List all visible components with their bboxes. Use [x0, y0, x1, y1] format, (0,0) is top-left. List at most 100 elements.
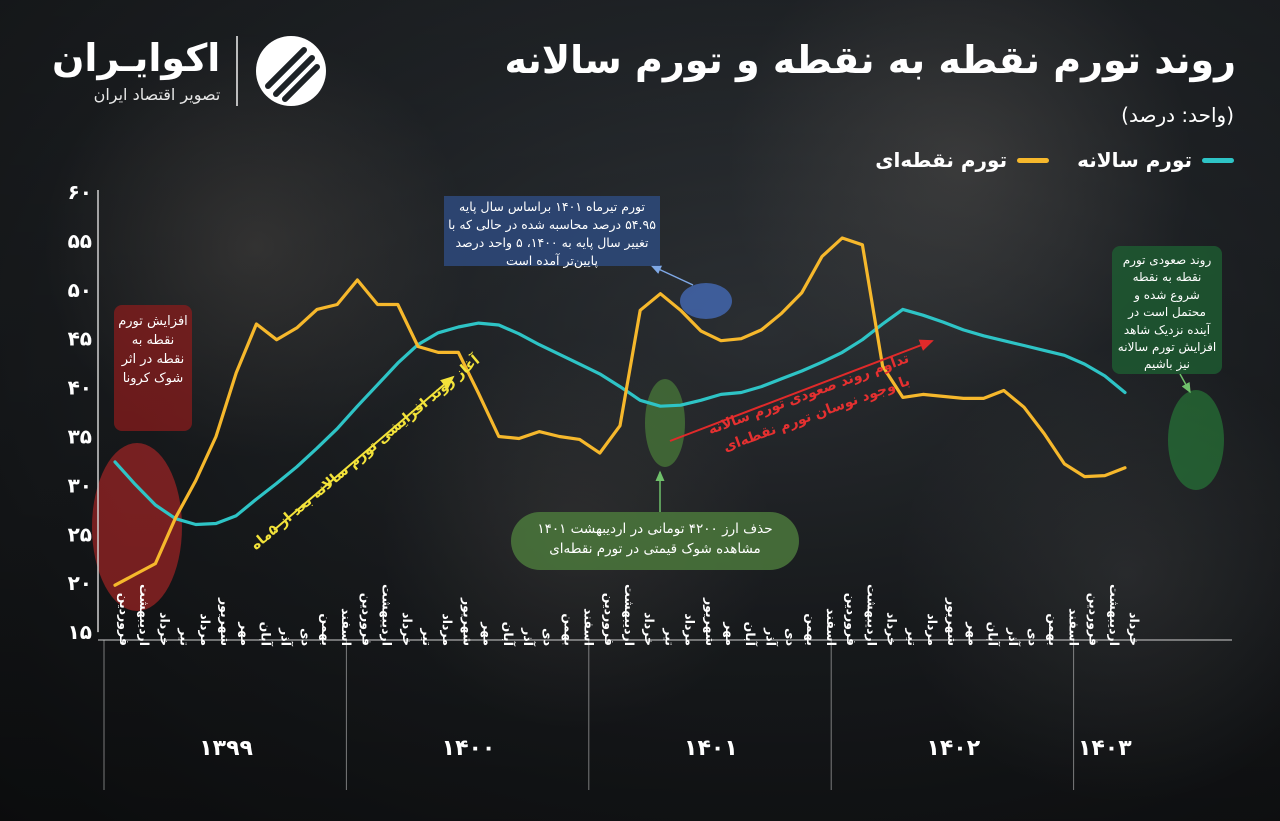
unit-label: (واحد: درصد)	[1121, 103, 1234, 127]
annotation-annual-rise: آغاز روند افزایشی تورم سالانه بعد از ۵ما…	[247, 350, 484, 553]
x-tick-label: آذر	[279, 627, 294, 647]
x-tick-label: فروردین	[844, 593, 859, 646]
logo-text: اکوایـران تصویر اقتصاد ایران	[52, 39, 220, 104]
x-tick-label: شهریور	[703, 597, 718, 646]
x-tick-label: خرداد	[157, 612, 172, 646]
x-tick-label: مهر	[238, 621, 253, 646]
y-tick-label: ۴۵	[68, 327, 92, 351]
year-separators	[103, 640, 1075, 790]
legend: تورم سالانه تورم نقطه‌ای	[875, 148, 1234, 172]
year-label: ۱۴۰۱	[684, 736, 738, 761]
x-tick-label: مرداد	[683, 613, 698, 646]
y-tick-label: ۶۰	[68, 180, 92, 204]
x-tick-label: آبان	[501, 622, 516, 647]
x-tick-label: اسفند	[582, 608, 597, 646]
x-tick-label: مرداد	[925, 613, 940, 646]
series-point-line	[113, 236, 1127, 587]
x-tick-label: دی	[299, 628, 314, 646]
logo: اکوایـران تصویر اقتصاد ایران	[52, 34, 328, 108]
arrow-continued-rise	[669, 339, 934, 442]
x-tick-label: آذر	[1006, 627, 1021, 647]
y-tick-label: ۳۵	[68, 425, 92, 449]
arrow-annual-rise	[273, 375, 455, 531]
x-tick-labels: فروردین اردیبهشت خرداد تیر مرداد شهریور مهر آبا…	[117, 584, 1142, 647]
x-tick-label: فروردین	[602, 593, 617, 646]
y-tick-label: ۳۰	[68, 473, 92, 497]
x-tick-label: تیر	[905, 627, 920, 646]
x-tick-label: شهریور	[460, 597, 475, 646]
x-tick-label: آبان	[986, 622, 1001, 647]
x-tick-label: اردیبهشت	[137, 584, 152, 646]
legend-label-annual: تورم سالانه	[1077, 148, 1192, 172]
legend-swatch-annual	[1202, 157, 1234, 163]
x-tick-label: اسفند	[339, 608, 354, 646]
arrow-1403-note	[1179, 373, 1191, 394]
legend-item-annual: تورم سالانه	[1077, 148, 1234, 172]
x-tick-label: خرداد	[400, 612, 415, 646]
x-tick-label: خرداد	[885, 612, 900, 646]
x-tick-label: بهمن	[804, 613, 819, 646]
y-tick-label: ۲۵	[68, 522, 92, 546]
highlight-corona	[92, 443, 182, 611]
highlight-ordibehesht-1401	[645, 379, 685, 467]
y-tick-label: ۱۵	[68, 620, 92, 644]
callout-corona: افزایش تورم نقطه به نقطه در اثر شوک کرون…	[114, 305, 192, 431]
arrow-tir-note	[650, 265, 694, 286]
x-tick-label: آذر	[521, 627, 536, 647]
x-tick-label: آذر	[763, 627, 778, 647]
x-tick-label: اردیبهشت	[864, 584, 879, 646]
x-tick-label: فروردین	[359, 593, 374, 646]
callout-1403-outlook: روند صعودی تورم نقطه به نقطه شروع شده و …	[1112, 246, 1222, 374]
x-tick-label: فروردین	[1087, 593, 1102, 646]
highlight-1403	[1168, 390, 1224, 490]
logo-name: اکوایـران	[52, 35, 221, 80]
x-tick-label: اسفند	[824, 608, 839, 646]
x-tick-label: دی	[784, 628, 799, 646]
chart-title: روند تورم نقطه به نقطه و تورم سالانه	[504, 38, 1237, 82]
stripes-circle-icon	[256, 36, 327, 106]
x-tick-label: مهر	[481, 621, 496, 646]
y-tick-label: ۵۵	[68, 229, 92, 253]
x-tick-label: بهمن	[319, 613, 334, 646]
year-label: ۱۴۰۳	[1078, 736, 1132, 761]
x-tick-label: دی	[1026, 628, 1041, 646]
x-tick-label: بهمن	[1046, 613, 1061, 646]
x-tick-label: دی	[541, 628, 556, 646]
x-tick-label: شهریور	[945, 597, 960, 646]
x-tick-label: اردیبهشت	[622, 584, 637, 646]
legend-label-point: تورم نقطه‌ای	[875, 148, 1008, 172]
x-tick-label: خرداد	[642, 612, 657, 646]
x-tick-label: خرداد	[1127, 612, 1142, 646]
series-layer	[113, 236, 1127, 587]
highlight-tir-1401	[680, 283, 732, 319]
x-tick-label: آبان	[258, 622, 273, 647]
x-tick-label: تیر	[662, 627, 677, 646]
year-label: ۱۴۰۰	[442, 736, 496, 761]
x-tick-label: مرداد	[198, 613, 213, 646]
year-label: ۱۳۹۹	[199, 736, 253, 761]
callout-tir-1401: تورم تیرماه ۱۴۰۱ براساس سال پایه ۵۴.۹۵ د…	[444, 196, 660, 268]
x-tick-label: فروردین	[117, 593, 132, 646]
y-tick-label: ۴۰	[68, 376, 92, 400]
x-tick-label: بهمن	[561, 613, 576, 646]
logo-subtitle: تصویر اقتصاد ایران	[93, 84, 221, 104]
legend-swatch-point	[1017, 157, 1050, 163]
chart-axes: ۶۰ ۵۵ ۵۰ ۴۵ ۴۰ ۳۵ ۳۰ ۲۵ ۲۰ ۱۵	[68, 180, 1232, 644]
x-tick-label: مهر	[965, 621, 980, 646]
x-tick-label: آبان	[743, 622, 758, 647]
logo-divider	[236, 36, 239, 106]
callout-ordibehesht-1401: حذف ارز ۴۲۰۰ تومانی در اردیبهشت ۱۴۰۱ مشا…	[511, 512, 799, 570]
x-tick-label: تیر	[420, 627, 435, 646]
x-tick-label: اسفند	[1066, 608, 1081, 646]
year-label: ۱۴۰۲	[926, 736, 980, 761]
x-tick-label: اردیبهشت	[1107, 584, 1122, 646]
y-tick-label: ۵۰	[68, 278, 92, 302]
x-tick-label: مهر	[723, 621, 738, 646]
x-tick-label: تیر	[178, 627, 193, 646]
y-tick-label: ۲۰	[68, 571, 92, 595]
x-tick-label: شهریور	[218, 597, 233, 646]
year-labels: ۱۳۹۹ ۱۴۰۰ ۱۴۰۱ ۱۴۰۲ ۱۴۰۳	[199, 736, 1132, 761]
series-annual-line	[113, 307, 1127, 527]
